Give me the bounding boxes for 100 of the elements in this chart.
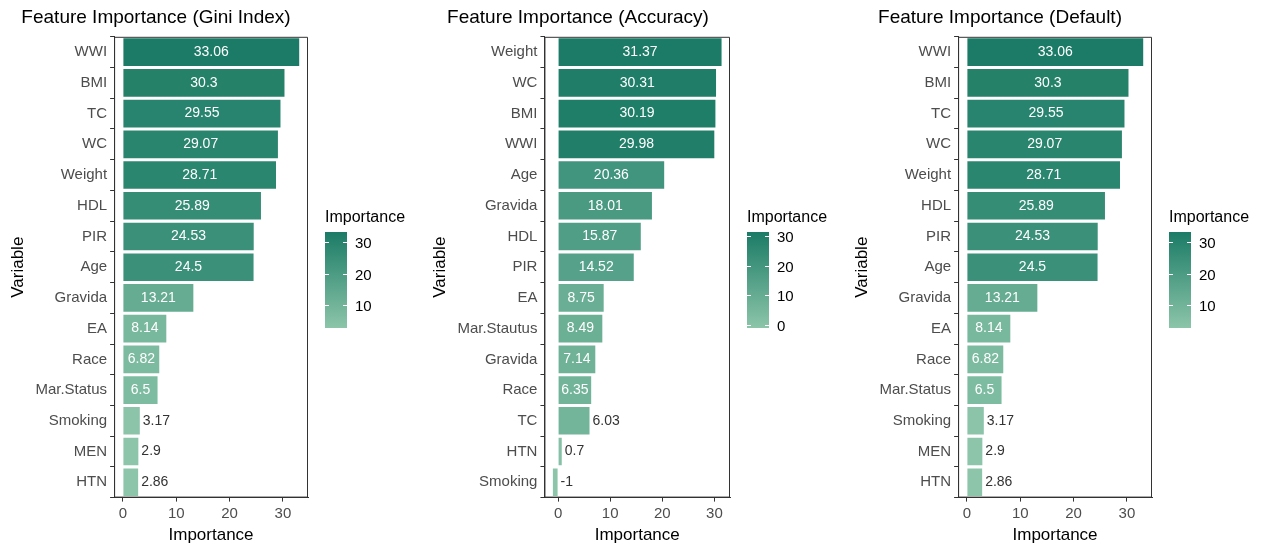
bar xyxy=(558,130,715,159)
data-label: 8.14 xyxy=(131,319,159,336)
data-label: 6.82 xyxy=(127,350,156,367)
data-label: 13.21 xyxy=(140,288,177,305)
data-label: 6.5 xyxy=(130,380,151,397)
data-label: 28.71 xyxy=(182,165,218,182)
y-tick-label: HDL xyxy=(77,195,108,213)
bar xyxy=(558,69,717,97)
bar xyxy=(123,161,276,189)
y-tick-label: Race xyxy=(502,380,538,398)
x-axis-title: Importance xyxy=(1012,525,1098,545)
y-axis-title: Variable xyxy=(7,236,27,298)
data-label: 30.3 xyxy=(190,73,218,90)
bar xyxy=(558,38,722,66)
y-tick-label: Gravida xyxy=(54,288,108,306)
color-bar-title: Importance xyxy=(1169,208,1251,226)
y-tick-label: TC xyxy=(517,410,538,428)
data-label: 6.5 xyxy=(974,380,995,397)
data-label: 6.03 xyxy=(592,411,620,428)
data-label: 3.17 xyxy=(142,411,171,428)
data-label: 25.89 xyxy=(174,196,210,213)
y-tick-label: WC xyxy=(926,134,952,152)
y-tick-label: EA xyxy=(931,318,952,336)
y-tick-label: WC xyxy=(512,73,538,91)
x-tick-label: 20 xyxy=(221,503,238,521)
data-label: 2.86 xyxy=(141,473,169,490)
y-tick-label: HTN xyxy=(76,472,108,490)
bar xyxy=(967,406,984,435)
bar xyxy=(123,284,194,312)
bar xyxy=(967,130,1122,159)
x-tick-label: 0 xyxy=(962,503,972,521)
bar xyxy=(123,376,158,404)
y-tick-label: PIR xyxy=(82,226,108,244)
bar xyxy=(558,253,634,282)
x-tick-label: 20 xyxy=(1065,503,1082,521)
chart-title: Feature Importance (Default) xyxy=(878,5,1122,27)
bar xyxy=(558,191,652,220)
color-bar-label: 30 xyxy=(1199,233,1216,251)
y-tick-label: WWI xyxy=(74,42,108,60)
bar xyxy=(123,406,140,435)
x-tick-label: 30 xyxy=(706,503,723,521)
color-bar-title: Importance xyxy=(747,208,829,226)
y-tick-label: HDL xyxy=(507,226,538,244)
y-tick-label: EA xyxy=(517,288,538,306)
y-tick-label: PIR xyxy=(926,226,952,244)
y-tick-label: Mar.Status xyxy=(879,380,952,398)
bar xyxy=(967,69,1129,97)
y-tick-label: Race xyxy=(72,349,108,367)
bar xyxy=(967,99,1125,128)
bar xyxy=(967,468,983,497)
y-tick-label: MEN xyxy=(917,441,952,459)
bar xyxy=(558,284,604,312)
bar xyxy=(967,437,983,466)
color-bar-label: 20 xyxy=(355,265,372,282)
bar xyxy=(967,376,1002,404)
bar xyxy=(123,253,254,282)
color-bar-label: 10 xyxy=(1199,296,1216,314)
y-axis-title: Variable xyxy=(851,236,871,298)
color-bar-title: Importance xyxy=(325,208,407,226)
data-label: 24.53 xyxy=(1015,227,1051,244)
bar xyxy=(123,99,281,128)
y-tick-label: Gravida xyxy=(484,349,539,367)
color-bar-label: 20 xyxy=(777,257,794,275)
y-tick-label: WC xyxy=(82,134,108,152)
y-tick-label: BMI xyxy=(80,73,108,91)
color-bar-label: 10 xyxy=(355,296,372,314)
y-axis-title: Variable xyxy=(429,236,449,298)
x-tick-label: 30 xyxy=(1118,503,1136,521)
y-tick-label: Mar.Status xyxy=(35,380,108,398)
data-label: 24.53 xyxy=(171,227,207,244)
bar xyxy=(967,222,1098,251)
data-label: 29.55 xyxy=(184,104,220,121)
bar xyxy=(123,130,278,159)
x-tick-label: 10 xyxy=(1011,503,1029,521)
data-label: 20.36 xyxy=(593,165,630,182)
data-label: 2.86 xyxy=(985,473,1013,490)
y-tick-label: Weight xyxy=(491,42,539,60)
data-label: 3.17 xyxy=(986,411,1015,428)
data-label: 13.21 xyxy=(984,288,1021,305)
y-tick-label: Smoking xyxy=(892,410,952,428)
y-tick-label: TC xyxy=(87,103,108,121)
y-tick-label: PIR xyxy=(512,257,538,275)
y-tick-label: Gravida xyxy=(898,288,952,306)
y-tick-label: EA xyxy=(87,318,108,336)
bar xyxy=(123,468,139,497)
bar xyxy=(558,161,665,189)
bar xyxy=(967,253,1098,282)
color-bar-label: 10 xyxy=(777,286,794,304)
bar xyxy=(558,222,641,251)
bar xyxy=(123,222,254,251)
data-label: -1 xyxy=(560,473,574,490)
bar xyxy=(123,38,300,66)
x-tick-label: 0 xyxy=(118,503,128,521)
y-tick-label: Weight xyxy=(60,165,108,183)
x-axis-title: Importance xyxy=(594,525,680,545)
x-tick-label: 20 xyxy=(653,503,671,521)
bar xyxy=(123,69,285,97)
data-label: 29.55 xyxy=(1028,104,1064,121)
data-label: 28.71 xyxy=(1026,165,1062,182)
y-tick-label: TC xyxy=(931,103,952,121)
